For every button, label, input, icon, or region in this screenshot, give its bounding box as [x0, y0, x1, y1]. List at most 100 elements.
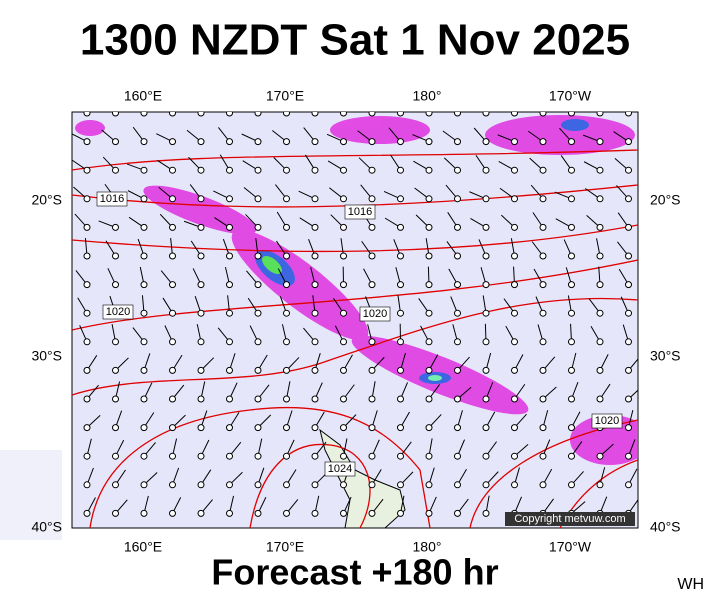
- barb-station: [198, 425, 204, 431]
- barb-station: [227, 339, 233, 345]
- barb-station: [170, 310, 176, 316]
- barb-station: [113, 396, 119, 402]
- barb-station: [512, 339, 518, 345]
- barb-station: [227, 282, 233, 288]
- barb-station: [483, 425, 489, 431]
- barb-station: [227, 139, 233, 145]
- barb-station: [426, 396, 432, 402]
- barb-station: [569, 110, 575, 116]
- barb-station: [597, 224, 603, 230]
- barb-station: [227, 453, 233, 459]
- barb-station: [512, 139, 518, 145]
- barb-station: [455, 396, 461, 402]
- barb-station: [84, 510, 90, 516]
- barb-station: [369, 367, 375, 373]
- barb-station: [341, 367, 347, 373]
- barb-station: [341, 224, 347, 230]
- barb-station: [141, 167, 147, 173]
- barb-station: [626, 224, 632, 230]
- barb-station: [455, 510, 461, 516]
- barb-station: [455, 453, 461, 459]
- barb-station: [255, 282, 261, 288]
- barb-station: [483, 282, 489, 288]
- barb-station: [512, 253, 518, 259]
- left-lat-label: 40°S: [31, 519, 62, 535]
- barb-station: [540, 425, 546, 431]
- barb-station: [597, 396, 603, 402]
- barb-station: [597, 110, 603, 116]
- barb-station: [113, 253, 119, 259]
- barb-station: [597, 282, 603, 288]
- barb-station: [540, 310, 546, 316]
- barb-station: [141, 110, 147, 116]
- barb-station: [170, 339, 176, 345]
- barb-station: [455, 482, 461, 488]
- barb-station: [540, 367, 546, 373]
- isobar-label: 1016: [100, 193, 124, 205]
- top-lon-label: 180°: [413, 88, 442, 104]
- barb-station: [170, 282, 176, 288]
- barb-station: [426, 196, 432, 202]
- barb-station: [198, 282, 204, 288]
- barb-station: [312, 425, 318, 431]
- barb-station: [312, 282, 318, 288]
- top-lon-label: 170°W: [549, 88, 592, 104]
- isobar-label: 1020: [595, 415, 619, 427]
- barb-station: [198, 396, 204, 402]
- barb-station: [284, 482, 290, 488]
- barb-station: [626, 310, 632, 316]
- barb-station: [426, 167, 432, 173]
- barb-station: [483, 167, 489, 173]
- barb-station: [455, 367, 461, 373]
- barb-station: [369, 196, 375, 202]
- barb-station: [255, 224, 261, 230]
- barb-station: [312, 253, 318, 259]
- barb-station: [540, 339, 546, 345]
- barb-station: [398, 282, 404, 288]
- barb-station: [141, 224, 147, 230]
- barb-station: [84, 139, 90, 145]
- barb-station: [398, 367, 404, 373]
- barb-station: [170, 453, 176, 459]
- barb-station: [170, 425, 176, 431]
- barb-station: [597, 339, 603, 345]
- barb-station: [284, 167, 290, 173]
- barb-station: [597, 367, 603, 373]
- barb-station: [198, 453, 204, 459]
- barb-station: [455, 196, 461, 202]
- barb-station: [483, 482, 489, 488]
- isobar-label: 1024: [328, 463, 352, 475]
- barb-station: [141, 396, 147, 402]
- barb-station: [569, 310, 575, 316]
- barb-station: [483, 453, 489, 459]
- barb-station: [284, 110, 290, 116]
- barb-station: [540, 110, 546, 116]
- barb-station: [341, 139, 347, 145]
- barb-station: [626, 453, 632, 459]
- barb-station: [369, 453, 375, 459]
- barb-station: [284, 310, 290, 316]
- barb-station: [341, 396, 347, 402]
- barb-station: [540, 282, 546, 288]
- barb-station: [141, 339, 147, 345]
- barb-station: [597, 167, 603, 173]
- barb-station: [198, 482, 204, 488]
- barb-station: [569, 139, 575, 145]
- barb-station: [198, 167, 204, 173]
- barb-station: [597, 310, 603, 316]
- barb-station: [284, 425, 290, 431]
- barb-staff: [248, 98, 258, 113]
- barb-station: [483, 196, 489, 202]
- barb-station: [284, 339, 290, 345]
- barb-station: [369, 510, 375, 516]
- barb-station: [141, 425, 147, 431]
- barb-station: [84, 396, 90, 402]
- barb-station: [626, 253, 632, 259]
- barb-station: [626, 110, 632, 116]
- barb-station: [626, 139, 632, 145]
- barb-station: [369, 139, 375, 145]
- barb-station: [170, 396, 176, 402]
- barb-station: [198, 510, 204, 516]
- barb-station: [512, 224, 518, 230]
- barb-station: [170, 482, 176, 488]
